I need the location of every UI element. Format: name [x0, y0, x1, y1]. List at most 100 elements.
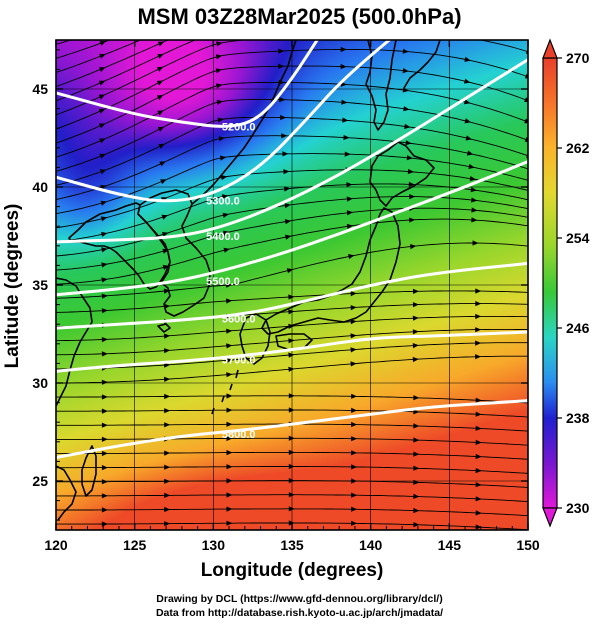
- streamline-arrow: [98, 94, 106, 100]
- streamline-arrow: [288, 506, 295, 512]
- streamline-arrow: [475, 453, 482, 460]
- streamline-arrow: [288, 294, 295, 300]
- y-tick-label: 25: [32, 473, 48, 489]
- contour-line: [56, 58, 528, 244]
- streamline-arrow: [413, 493, 420, 499]
- x-tick-label: 130: [202, 537, 226, 553]
- contour-line: [56, 40, 319, 128]
- streamline-arrow: [413, 465, 420, 471]
- streamline-arrow: [466, 150, 474, 156]
- streamline-arrow: [99, 138, 106, 144]
- streamline-arrow: [475, 411, 482, 417]
- jeju-island: [157, 323, 171, 333]
- streamline-arrow: [288, 309, 295, 315]
- streamline-arrow: [99, 169, 107, 175]
- streamline-arrow: [101, 351, 108, 357]
- streamline-arrow: [409, 217, 416, 223]
- streamline-arrow: [217, 29, 223, 34]
- streamline-arrow: [101, 422, 108, 428]
- streamline-arrow: [216, 83, 223, 89]
- streamline-arrow: [101, 465, 108, 471]
- streamline-arrow: [215, 68, 223, 74]
- streamline-arrow: [351, 464, 358, 470]
- streamline-arrow: [98, 123, 106, 129]
- streamline-arrow: [412, 343, 419, 349]
- streamline-arrow: [468, 163, 475, 169]
- streamline-arrow: [341, 99, 348, 105]
- streamline-arrow: [99, 40, 107, 46]
- streamline-arrow: [226, 393, 233, 399]
- plot-title: MSM 03Z28Mar2025 (500.0hPa): [137, 4, 462, 29]
- streamline-arrow: [158, 143, 165, 149]
- streamline-arrow: [348, 254, 355, 260]
- streamline: [56, 48, 528, 130]
- colorbar-tick-label: 254: [566, 230, 590, 246]
- streamline-arrow: [406, 155, 413, 161]
- streamline-arrow: [475, 468, 482, 474]
- streamline: [56, 40, 111, 59]
- streamline-arrow: [471, 207, 478, 213]
- streamline-arrow: [216, 41, 223, 47]
- streamline-arrow: [101, 379, 108, 385]
- y-axis: 25 30 35 40 45: [32, 49, 528, 521]
- streamline-arrow: [164, 450, 171, 456]
- streamline-arrow: [223, 230, 230, 236]
- streamline-arrow: [350, 319, 357, 325]
- streamline-arrow: [222, 212, 229, 218]
- streamline-arrow: [99, 53, 106, 59]
- streamline-arrow: [470, 187, 477, 193]
- streamline-arrow: [475, 327, 482, 333]
- streamline: [56, 40, 142, 73]
- contour-line: [56, 261, 528, 330]
- streamline-arrow: [350, 291, 357, 297]
- streamline-arrow: [221, 194, 229, 200]
- streamline-arrow: [350, 347, 357, 353]
- contour-label: 5200.0: [222, 121, 256, 133]
- y-tick-label: 45: [32, 81, 48, 97]
- streamline-arrow: [350, 305, 357, 311]
- colorbar-bottom-triangle: [542, 507, 558, 528]
- x-tick-label: 135: [280, 537, 304, 553]
- streamline-arrow: [164, 492, 171, 498]
- streamline-arrow: [284, 186, 291, 192]
- streamline: [56, 207, 528, 271]
- y-tick-label: 35: [32, 277, 48, 293]
- russia-coast: [403, 40, 441, 89]
- streamline-arrow: [101, 493, 108, 499]
- streamline: [56, 242, 528, 299]
- china-coast-southeast: [56, 465, 77, 521]
- streamline-arrow: [101, 247, 108, 253]
- streamline-arrow: [475, 510, 482, 516]
- sakhalin-coastline: [365, 40, 397, 131]
- credit-drawing: Drawing by DCL (https://www.gfd-dennou.o…: [156, 593, 443, 605]
- streamline-arrow: [524, 97, 528, 102]
- x-tick-label: 140: [359, 537, 383, 553]
- streamline-arrow: [413, 423, 420, 429]
- streamline-arrow: [475, 425, 482, 431]
- x-axis-label: Longitude (degrees): [201, 560, 384, 581]
- colorbar: 270 262 254 246 238 230: [542, 38, 590, 528]
- streamline: [56, 65, 528, 144]
- streamline-arrow: [157, 110, 164, 116]
- colorbar-top-triangle: [542, 38, 558, 59]
- colorbar-tick-label: 262: [566, 140, 590, 156]
- streamline-arrow: [471, 197, 478, 203]
- streamline-arrow: [340, 46, 347, 53]
- streamline-arrow: [99, 67, 106, 72]
- colorbar-tick-label: 246: [566, 320, 590, 336]
- streamline-arrow: [475, 524, 482, 530]
- colorbar-tick-label: 230: [566, 500, 590, 516]
- streamline-arrow: [288, 366, 295, 372]
- streamline-arrow: [282, 151, 289, 157]
- streamline-arrow: [226, 520, 233, 526]
- streamline-arrow: [288, 449, 295, 455]
- streamline-arrow: [465, 135, 472, 141]
- streamline-arrow: [412, 315, 419, 321]
- streamline-arrow: [413, 479, 420, 485]
- streamline-arrow: [156, 80, 164, 86]
- korea-coastline: [68, 202, 171, 290]
- x-axis: 120 125 130 135 140 145 150: [44, 40, 540, 553]
- map-grid: [56, 40, 528, 530]
- streamline-arrow: [226, 282, 233, 288]
- streamline-arrow: [472, 240, 479, 246]
